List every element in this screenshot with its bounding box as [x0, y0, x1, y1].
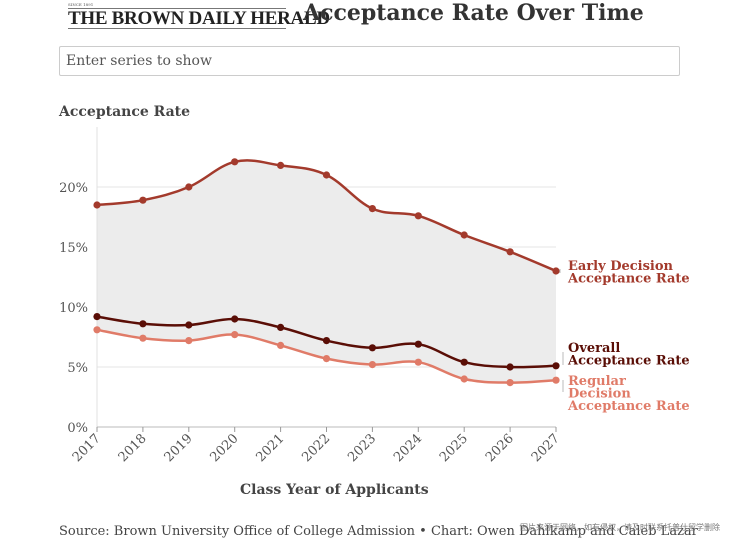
data-point: [552, 376, 560, 384]
data-point: [322, 337, 331, 345]
series-label-0: Early Decision: [568, 259, 674, 274]
data-point: [460, 375, 468, 383]
data-point: [368, 361, 376, 369]
data-point: [277, 323, 285, 331]
x-axis-label: Class Year of Applicants: [240, 482, 429, 498]
data-point: [322, 355, 331, 363]
x-tick-label: 2021: [253, 431, 287, 465]
x-tick-label: 2020: [208, 431, 242, 465]
data-point: [93, 326, 101, 334]
series-label-2: Acceptance Rate: [567, 399, 690, 414]
series-label-2: Decision: [568, 387, 631, 402]
data-point: [139, 334, 147, 342]
y-tick-label: 5%: [67, 361, 88, 376]
source-credit: Source: Brown University Office of Colle…: [59, 524, 698, 539]
masthead-rule: [68, 28, 286, 29]
watermark: 图片来源于网络，如有侵权，请及时联系托普仕留学删除: [520, 523, 720, 532]
series-label-1: Overall: [568, 341, 620, 356]
data-point: [93, 201, 101, 209]
masthead-tagline: SINCE 1891: [68, 2, 286, 9]
series-search-input[interactable]: [59, 46, 680, 76]
x-tick-label: 2018: [116, 431, 150, 465]
y-tick-label: 20%: [59, 181, 88, 196]
x-tick-label: 2017: [70, 431, 104, 465]
data-point: [414, 212, 422, 220]
y-tick-label: 0%: [67, 421, 88, 436]
data-point: [322, 171, 331, 179]
data-point: [552, 267, 560, 275]
data-point: [277, 161, 285, 169]
data-point: [414, 358, 422, 366]
data-point: [460, 358, 468, 366]
data-point: [231, 158, 239, 166]
data-point: [414, 340, 422, 348]
data-point: [506, 379, 514, 387]
data-point: [506, 248, 514, 256]
data-point: [277, 341, 285, 349]
chart-title: Acceptance Rate Over Time: [303, 0, 644, 26]
series-label-1: Acceptance Rate: [567, 354, 690, 369]
data-point: [185, 337, 193, 345]
masthead-name: THE BROWN DAILY HERALD: [68, 8, 330, 29]
x-tick-label: 2026: [483, 431, 517, 465]
data-point: [460, 231, 468, 239]
x-tick-label: 2022: [299, 431, 333, 465]
x-tick-label: 2019: [162, 431, 196, 465]
data-point: [139, 196, 147, 204]
data-point: [506, 363, 514, 371]
data-point: [185, 321, 193, 329]
data-point: [552, 362, 560, 370]
data-point: [231, 331, 239, 339]
data-point: [185, 183, 193, 191]
data-point: [231, 315, 239, 323]
x-tick-label: 2027: [529, 431, 563, 465]
shaded-band: [97, 160, 556, 383]
data-point: [368, 205, 376, 213]
y-tick-label: 10%: [59, 301, 88, 316]
x-tick-label: 2024: [391, 431, 425, 465]
series-label-0: Acceptance Rate: [567, 272, 690, 287]
y-tick-label: 15%: [59, 241, 88, 256]
data-point: [368, 344, 376, 352]
series-label-2: Regular: [568, 374, 626, 389]
x-tick-label: 2025: [437, 431, 471, 465]
data-point: [139, 320, 147, 328]
masthead-logo: SINCE 1891 THE BROWN DAILY HERALD: [68, 2, 330, 30]
data-point: [93, 313, 101, 321]
y-axis-label: Acceptance Rate: [59, 104, 191, 120]
x-tick-label: 2023: [345, 431, 379, 465]
